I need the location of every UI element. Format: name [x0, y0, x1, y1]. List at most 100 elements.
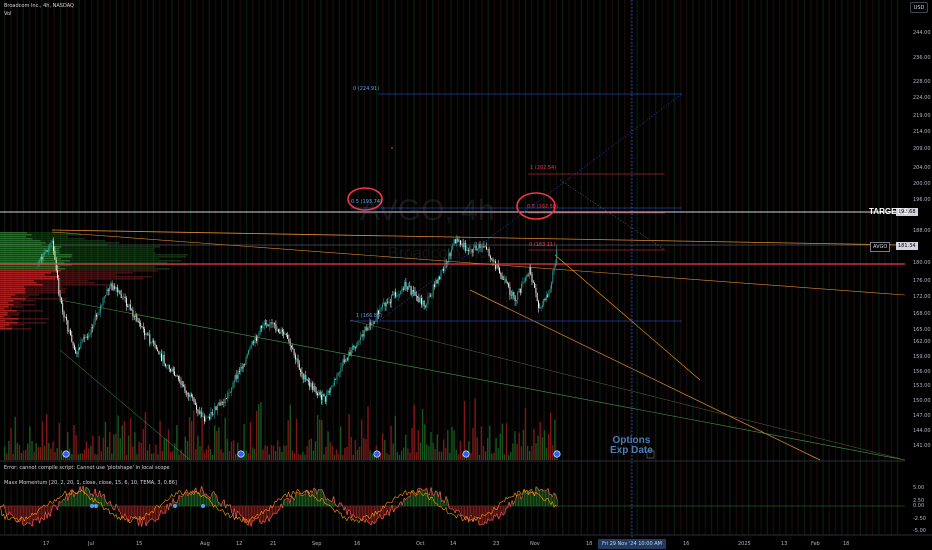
momentum-line-red: [316, 489, 319, 495]
volume-bar: [545, 447, 548, 460]
volume-bar: [333, 454, 336, 460]
momentum-line-orange: [121, 516, 124, 518]
volume-bar: [293, 453, 296, 460]
volume-profile-value-area: [71, 264, 187, 266]
momentum-histogram-bar: [237, 506, 239, 511]
volume-bar: [421, 409, 424, 460]
candle-body: [292, 347, 294, 350]
momentum-line-orange: [460, 516, 463, 522]
momentum-line-red: [213, 491, 216, 495]
fib-label-mid-left: 0.5 (193.74): [351, 199, 382, 205]
volume-bar: [98, 435, 100, 460]
session-band: [884, 0, 886, 535]
volume-bar: [75, 434, 77, 460]
volume-bar: [92, 435, 94, 460]
momentum-line-red: [409, 490, 412, 497]
volume-legend[interactable]: Vol: [4, 11, 12, 17]
volume-profile-value-area: [25, 288, 67, 290]
momentum-histogram-bar: [269, 506, 271, 522]
indicator-legend[interactable]: Maxx Momentum [20, 2, 20, 1, close, clos…: [4, 480, 177, 486]
momentum-line-red: [538, 489, 541, 492]
momentum-line-red: [250, 520, 253, 527]
session-band: [617, 0, 620, 535]
volume-profile-value-area: [13, 300, 36, 302]
momentum-histogram-bar: [549, 494, 551, 506]
candle-body: [469, 250, 471, 252]
momentum-line-red: [4, 508, 7, 515]
volume-profile-bar: [0, 270, 61, 272]
volume-bar: [67, 431, 69, 460]
momentum-line-orange: [160, 503, 163, 506]
momentum-histogram-bar: [471, 506, 473, 516]
volume-bar: [33, 451, 35, 460]
momentum-line-orange: [88, 497, 91, 500]
momentum-line-red: [43, 511, 46, 520]
volume-bar: [459, 440, 462, 460]
volume-bar: [321, 420, 323, 460]
time-axis-tick: Feb: [811, 541, 820, 547]
momentum-histogram-bar: [387, 506, 389, 510]
momentum-line-orange: [385, 501, 388, 505]
session-band: [847, 0, 849, 535]
momentum-line-red: [202, 490, 205, 496]
momentum-histogram-bar: [495, 506, 497, 517]
currency-button[interactable]: USD: [910, 2, 928, 13]
volume-bar: [161, 450, 163, 460]
momentum-histogram-bar: [242, 506, 244, 516]
candle-body: [493, 261, 495, 262]
momentum-line-red: [313, 487, 316, 490]
volume-bar: [346, 446, 348, 460]
volume-profile-value-area: [26, 232, 71, 234]
volume-bar: [394, 415, 396, 460]
momentum-line-red: [366, 518, 369, 523]
momentum-histogram-bar: [378, 506, 380, 518]
momentum-line-red: [367, 522, 370, 524]
momentum-line-red: [337, 502, 340, 508]
momentum-line-red: [426, 488, 429, 495]
candle-body: [194, 402, 196, 405]
momentum-line-orange: [438, 505, 441, 508]
momentum-line-orange: [538, 494, 541, 497]
session-band: [407, 0, 409, 535]
momentum-histogram-bar: [162, 506, 164, 514]
volume-bar: [243, 423, 245, 460]
volume-profile-value-area: [51, 272, 134, 274]
momentum-line-orange: [27, 516, 30, 520]
candle-body: [432, 284, 434, 295]
candle-body: [514, 295, 516, 302]
candle-body: [484, 246, 486, 248]
momentum-line-orange: [513, 492, 516, 497]
volume-bar: [522, 429, 525, 460]
momentum-line-orange: [165, 499, 168, 501]
momentum-line-orange: [306, 489, 309, 493]
momentum-histogram-bar: [551, 494, 553, 506]
session-band: [221, 0, 223, 535]
volume-profile-value-area: [24, 286, 63, 288]
symbol-title[interactable]: Broadcom Inc., 4h, NASDAQ: [4, 3, 74, 9]
volume-bar: [550, 412, 552, 460]
momentum-histogram-bar: [176, 502, 178, 506]
momentum-histogram-bar: [99, 490, 101, 506]
momentum-histogram-bar: [503, 506, 505, 516]
candle-body: [300, 369, 302, 372]
candle-body: [106, 289, 108, 296]
event-marker: [62, 450, 70, 458]
momentum-histogram-bar: [240, 506, 242, 516]
candle-body: [311, 383, 313, 390]
momentum-line-orange: [234, 516, 237, 521]
candle-body: [226, 398, 227, 399]
momentum-histogram-bar: [354, 506, 356, 517]
candle-body: [202, 416, 204, 417]
volume-bar: [46, 414, 48, 460]
momentum-histogram-bar: [6, 506, 8, 515]
momentum-line-orange: [24, 516, 27, 522]
volume-bar: [12, 453, 14, 460]
candle-body: [236, 374, 238, 379]
session-band: [276, 0, 279, 535]
momentum-histogram-bar: [381, 506, 383, 519]
momentum-line-red: [159, 510, 162, 516]
volume-bar: [487, 438, 489, 460]
momentum-line-red: [303, 493, 306, 496]
